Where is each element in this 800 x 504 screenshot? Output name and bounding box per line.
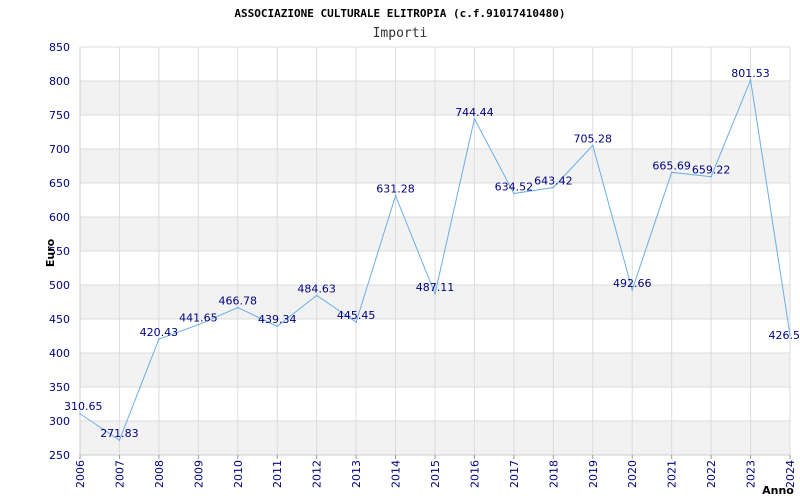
- data-label: 441.65: [179, 312, 218, 325]
- data-label: 484.63: [297, 282, 336, 295]
- y-axis-label: Euro: [44, 238, 57, 267]
- x-tick-label: 2017: [508, 460, 521, 488]
- x-tick-label: 2014: [390, 460, 403, 488]
- data-label: 643.42: [534, 174, 573, 187]
- x-tick-label: 2021: [666, 460, 679, 488]
- x-tick-label: 2008: [153, 460, 166, 488]
- x-tick-label: 2022: [705, 460, 718, 488]
- data-label: 487.11: [416, 281, 455, 294]
- x-tick-label: 2007: [113, 460, 126, 488]
- data-label: 310.65: [64, 400, 103, 413]
- y-tick-label: 800: [49, 75, 70, 88]
- y-tick-label: 850: [49, 41, 70, 54]
- x-tick-label: 2018: [547, 460, 560, 488]
- x-tick-label: 2023: [745, 460, 758, 488]
- y-tick-label: 300: [49, 415, 70, 428]
- data-label: 426.5: [769, 329, 800, 342]
- x-tick-label: 2019: [587, 460, 600, 488]
- x-axis-label: Anno: [762, 484, 794, 497]
- x-tick-label: 2012: [311, 460, 324, 488]
- x-tick-label: 2009: [192, 460, 205, 488]
- x-tick-label: 2020: [626, 460, 639, 488]
- x-tick-label: 2016: [468, 460, 481, 488]
- data-label: 801.53: [731, 67, 770, 80]
- y-tick-label: 700: [49, 143, 70, 156]
- y-tick-label: 750: [49, 109, 70, 122]
- data-label: 466.78: [219, 295, 258, 308]
- data-point: [79, 413, 81, 415]
- x-tick-label: 2015: [429, 460, 442, 488]
- data-label: 492.66: [613, 277, 652, 290]
- data-label: 271.83: [100, 427, 139, 440]
- data-label: 631.28: [376, 183, 415, 196]
- x-tick-label: 2010: [232, 460, 245, 488]
- data-label: 665.69: [652, 159, 691, 172]
- x-tick-label: 2011: [271, 460, 284, 488]
- data-label: 420.43: [140, 326, 179, 339]
- chart-subtitle: Importi: [373, 26, 428, 41]
- x-axis-ticks: 2006 2007 2008 2009 2010 2011 2012 2013 2014 2015…: [74, 455, 797, 488]
- y-tick-label: 350: [49, 381, 70, 394]
- data-label: 445.45: [337, 309, 376, 322]
- x-tick-label: 2013: [350, 460, 363, 488]
- chart-title: ASSOCIAZIONE CULTURALE ELITROPIA (c.f.91…: [234, 7, 565, 20]
- y-tick-label: 650: [49, 177, 70, 190]
- data-label: 705.28: [574, 132, 613, 145]
- y-tick-label: 500: [49, 279, 70, 292]
- y-tick-label: 400: [49, 347, 70, 360]
- y-tick-label: 250: [49, 449, 70, 462]
- data-label: 439.34: [258, 313, 297, 326]
- y-tick-label: 450: [49, 313, 70, 326]
- data-label: 634.52: [495, 181, 534, 194]
- data-label: 744.44: [455, 106, 494, 119]
- data-label: 659.22: [692, 164, 731, 177]
- x-tick-label: 2006: [74, 460, 87, 488]
- y-tick-label: 600: [49, 211, 70, 224]
